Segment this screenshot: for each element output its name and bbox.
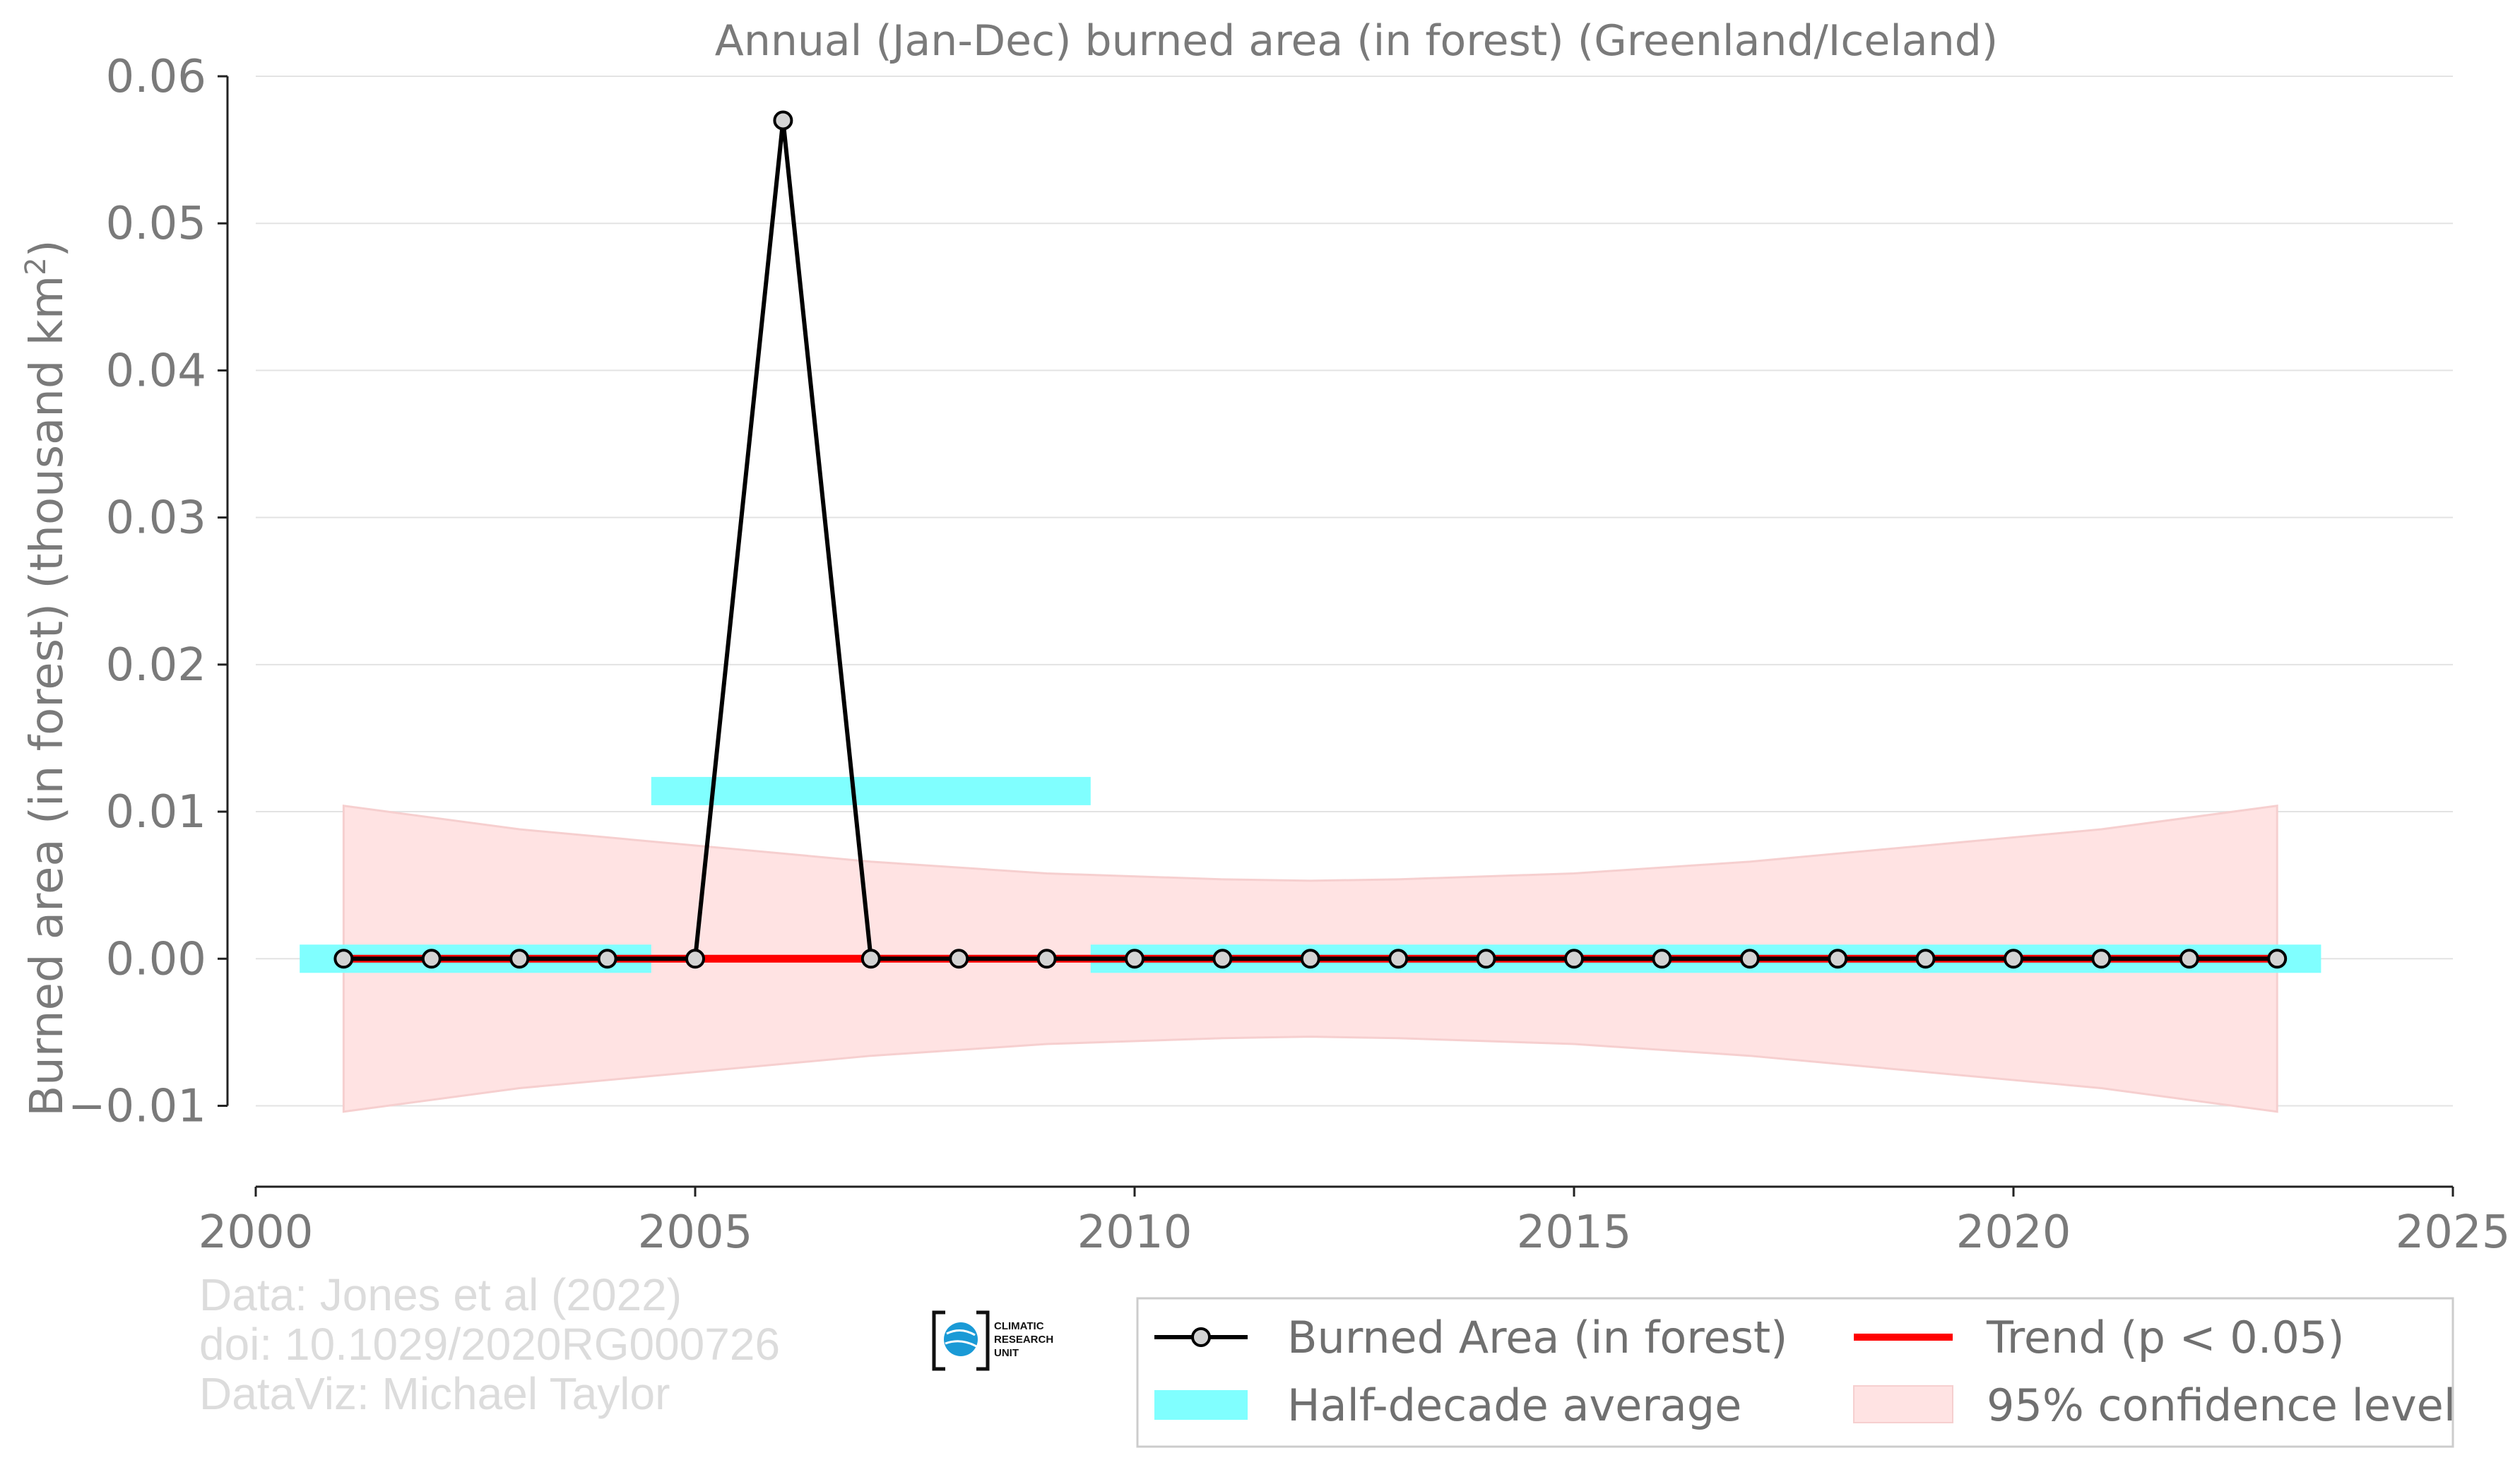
globe-lines-icon <box>945 1329 977 1348</box>
data-point <box>1652 949 1672 969</box>
y-tick-label: 0.05 <box>106 198 207 250</box>
data-point <box>1125 949 1144 969</box>
legend-half-decade-swatch <box>1154 1390 1248 1420</box>
legend-box <box>1136 1297 2454 1448</box>
series-line <box>343 120 2278 961</box>
x-tick-label: 2015 <box>1517 1206 1632 1259</box>
globe-icon <box>944 1322 978 1356</box>
logo-line-3: UNIT <box>994 1347 1019 1359</box>
tick-labels: −0.01 0.00 0.01 0.02 0.03 0.04 0.05 0.06 2000 200… <box>68 51 2511 1259</box>
legend: Burned Area (in forest) Trend (p < 0.05)… <box>1136 1297 2456 1448</box>
y-tick-label: 0.03 <box>106 492 207 545</box>
credit-dataviz: DataViz: Michael Taylor <box>199 1368 670 1419</box>
logo-bracket-right <box>976 1310 990 1371</box>
burned-area-series <box>333 110 2288 969</box>
credits: Data: Jones et al (2022) doi: 10.1029/20… <box>199 1269 780 1419</box>
y-axis-label-superscript: 2 <box>20 257 52 275</box>
legend-burned-area-label: Burned Area (in forest) <box>1287 1312 1787 1363</box>
x-tick-label: 2020 <box>1956 1206 2071 1259</box>
data-point <box>2267 949 2288 969</box>
y-tick-label: 0.01 <box>106 786 207 838</box>
axes <box>218 75 2454 1197</box>
data-point <box>333 949 354 969</box>
data-point <box>597 949 617 969</box>
legend-trend-label: Trend (p < 0.05) <box>1986 1312 2345 1363</box>
logo-line-2: RESEARCH <box>994 1334 1053 1346</box>
data-point <box>2004 949 2023 969</box>
y-axis-label-main: Burned area (in forest) (thousand km <box>21 275 73 1117</box>
data-point <box>1036 949 1057 969</box>
data-point <box>773 110 793 131</box>
legend-half-decade-label: Half-decade average <box>1287 1380 1741 1431</box>
y-tick-label: 0.00 <box>106 933 207 985</box>
data-point <box>1564 949 1584 969</box>
y-tick-label: −0.01 <box>68 1080 206 1132</box>
data-point <box>1828 949 1848 969</box>
data-point <box>685 949 705 969</box>
legend-confidence-swatch <box>1853 1385 1953 1423</box>
x-tick-label: 2010 <box>1077 1206 1193 1259</box>
x-tick-label: 2025 <box>2396 1206 2511 1259</box>
data-point <box>949 949 969 969</box>
chart-title: Annual (Jan-Dec) burned area (in forest)… <box>715 16 1998 66</box>
data-point <box>1739 949 1760 969</box>
legend-burned-area-marker <box>1191 1327 1211 1347</box>
credit-data: Data: Jones et al (2022) <box>199 1269 682 1320</box>
data-point <box>2179 949 2199 969</box>
x-tick-label: 2000 <box>199 1206 314 1259</box>
x-tick-label: 2005 <box>638 1206 753 1259</box>
y-tick-label: 0.04 <box>106 345 207 397</box>
data-point <box>860 949 881 969</box>
data-point <box>1915 949 1936 969</box>
data-point <box>509 949 530 969</box>
cru-logo: CLIMATIC RESEARCH UNIT <box>932 1310 1053 1371</box>
legend-confidence-label: 95% confidence level <box>1987 1380 2456 1431</box>
data-point <box>421 949 442 969</box>
data-point <box>1388 949 1409 969</box>
credit-doi: doi: 10.1029/2020RG000726 <box>199 1319 780 1370</box>
data-point <box>1212 949 1233 969</box>
y-tick-label: 0.02 <box>106 639 207 692</box>
y-axis-label: Burned area (in forest) (thousand km2) <box>20 239 73 1116</box>
logo-line-1: CLIMATIC <box>994 1320 1044 1332</box>
y-axis-label-close: ) <box>21 239 73 257</box>
half-decade-bar <box>651 776 1091 805</box>
logo-bracket-left <box>932 1310 945 1371</box>
y-tick-label: 0.06 <box>106 51 207 103</box>
data-point <box>1300 949 1320 969</box>
data-point <box>2091 949 2112 969</box>
data-point <box>1476 949 1496 969</box>
